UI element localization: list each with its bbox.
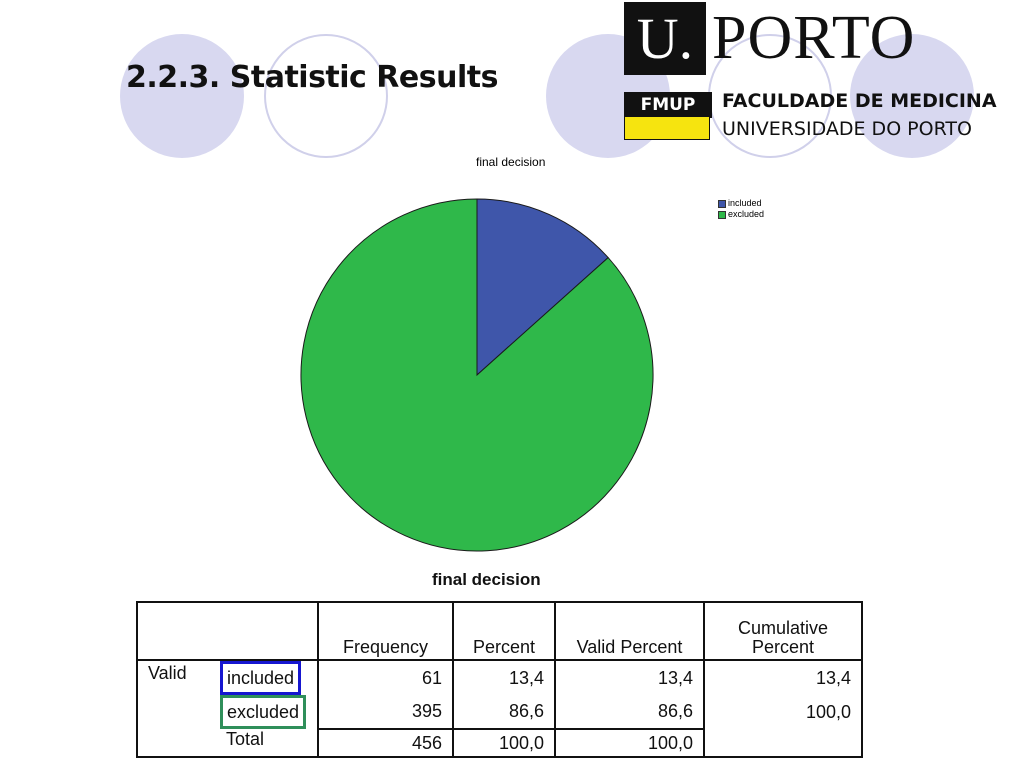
pie-chart [300, 198, 654, 552]
fmup-yellow-bar [624, 116, 710, 140]
legend-item-excluded: excluded [718, 209, 764, 220]
table-title: final decision [432, 570, 541, 589]
decor-circle-5 [850, 34, 974, 158]
legend-swatch-excluded [718, 210, 726, 219]
logo-mark: U. [624, 2, 706, 75]
logo-name: PORTO [712, 4, 916, 72]
legend-item-included: included [718, 198, 764, 209]
cell-percent: 100,0 [452, 728, 555, 757]
cell-valid-percent: 13,4 [554, 660, 704, 695]
frequency-table: Frequency Percent Valid Percent Cumulati… [136, 601, 863, 758]
header-blank [137, 602, 318, 661]
row-label-cell: included [220, 660, 318, 695]
table-header-row: Frequency Percent Valid Percent Cumulati… [137, 602, 862, 661]
slide-title: 2.2.3. Statistic Results [126, 60, 498, 95]
cell-valid-percent: 100,0 [554, 728, 704, 757]
row-label-cell: excluded [220, 695, 318, 729]
row-group-empty [137, 729, 220, 757]
row-group-empty [137, 695, 220, 729]
cell-cumulative-percent: 100,0 [703, 695, 862, 729]
decor-circle-2 [264, 34, 388, 158]
table-row: Valid included 61 13,4 13,4 13,4 [137, 660, 862, 695]
header-frequency: Frequency [317, 602, 453, 661]
legend-label-excluded: excluded [728, 209, 765, 219]
legend-swatch-included [718, 199, 726, 208]
table-row: Total 456 100,0 100,0 [137, 728, 862, 757]
header-cumulative-percent: Cumulative Percent [703, 602, 862, 661]
cell-percent: 86,6 [452, 695, 555, 729]
fmup-badge: FMUP [624, 92, 712, 118]
cell-valid-percent: 86,6 [554, 695, 704, 729]
cell-frequency: 61 [317, 660, 453, 695]
pie-slice-excluded [300, 198, 654, 552]
row-label-included: included [220, 661, 302, 695]
header-valid-percent: Valid Percent [554, 602, 704, 661]
row-label-total: Total [226, 729, 265, 749]
cell-cumulative-percent [703, 729, 862, 757]
header-percent: Percent [452, 602, 555, 661]
cell-cumulative-percent: 13,4 [703, 660, 862, 695]
cell-percent: 13,4 [452, 660, 555, 695]
row-group-label: Valid [148, 663, 187, 683]
university-logo: U. PORTO FMUP FACULDADE DE MEDICINA UNIV… [622, 0, 1024, 145]
chart-legend: included excluded [718, 198, 764, 220]
table-row: excluded 395 86,6 86,6 100,0 [137, 695, 862, 729]
chart-title: final decision [476, 155, 546, 169]
cell-frequency: 456 [317, 728, 453, 757]
row-label-excluded: excluded [220, 695, 307, 729]
pie-slice-included [476, 198, 609, 377]
legend-label-included: included [728, 198, 762, 208]
cell-frequency: 395 [317, 695, 453, 729]
faculty-name: FACULDADE DE MEDICINA [722, 90, 997, 112]
decor-circle-1 [120, 34, 244, 158]
university-name: UNIVERSIDADE DO PORTO [722, 118, 972, 140]
